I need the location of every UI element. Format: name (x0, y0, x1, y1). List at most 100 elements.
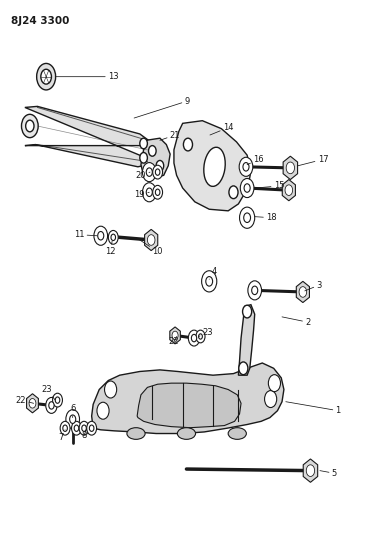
Circle shape (142, 163, 156, 182)
Text: 13: 13 (55, 72, 118, 81)
Text: 8J24 3300: 8J24 3300 (11, 16, 69, 26)
Text: 15: 15 (256, 181, 284, 190)
Text: 12: 12 (105, 241, 116, 256)
Circle shape (98, 231, 104, 240)
Circle shape (142, 183, 156, 202)
Circle shape (26, 120, 34, 132)
Circle shape (146, 188, 152, 197)
Polygon shape (303, 459, 318, 482)
Polygon shape (25, 107, 152, 167)
Circle shape (243, 163, 249, 171)
Circle shape (240, 207, 255, 228)
Circle shape (306, 465, 315, 477)
Circle shape (149, 146, 156, 156)
Circle shape (74, 425, 79, 431)
Circle shape (89, 425, 94, 431)
Polygon shape (296, 281, 309, 303)
Circle shape (265, 391, 277, 408)
Circle shape (172, 331, 178, 340)
Text: 3: 3 (305, 280, 322, 291)
Circle shape (229, 186, 238, 199)
Circle shape (105, 381, 117, 398)
Circle shape (285, 185, 293, 196)
Circle shape (183, 138, 193, 151)
Circle shape (206, 277, 213, 286)
Circle shape (21, 114, 38, 138)
Circle shape (244, 213, 251, 222)
Text: 11: 11 (74, 230, 97, 239)
Text: 14: 14 (210, 123, 233, 135)
Circle shape (153, 165, 163, 179)
Circle shape (239, 157, 253, 176)
Polygon shape (283, 156, 298, 180)
Circle shape (111, 234, 115, 240)
Circle shape (147, 235, 155, 245)
Circle shape (248, 281, 262, 300)
Text: 10: 10 (140, 240, 163, 256)
Text: 4: 4 (209, 268, 217, 279)
Text: 2: 2 (282, 317, 311, 327)
Circle shape (66, 410, 79, 429)
Text: 20: 20 (136, 171, 150, 180)
Text: 7: 7 (58, 430, 65, 442)
Circle shape (196, 330, 205, 343)
Circle shape (140, 138, 147, 149)
Text: 5: 5 (320, 469, 337, 478)
Text: 23: 23 (199, 328, 214, 337)
Polygon shape (27, 394, 39, 413)
Text: 22: 22 (169, 336, 179, 346)
Circle shape (79, 421, 89, 435)
Text: 17: 17 (298, 155, 328, 166)
Circle shape (252, 286, 258, 295)
Circle shape (71, 421, 81, 435)
Circle shape (94, 226, 108, 245)
Polygon shape (145, 229, 158, 251)
Text: 16: 16 (247, 155, 264, 165)
Text: 1: 1 (286, 402, 341, 415)
Circle shape (202, 271, 217, 292)
Polygon shape (92, 363, 284, 433)
Circle shape (63, 425, 67, 431)
Circle shape (299, 287, 307, 297)
Text: 22: 22 (16, 395, 34, 405)
Text: 9: 9 (134, 96, 190, 118)
Circle shape (108, 230, 118, 244)
Circle shape (269, 375, 280, 392)
Circle shape (191, 334, 197, 342)
Circle shape (286, 162, 295, 174)
Text: 18: 18 (255, 213, 277, 222)
Circle shape (41, 69, 52, 84)
Circle shape (155, 169, 160, 175)
Circle shape (87, 421, 97, 435)
Text: 6: 6 (70, 404, 75, 418)
Circle shape (82, 425, 86, 431)
Polygon shape (238, 305, 255, 375)
Circle shape (60, 421, 70, 435)
Circle shape (55, 397, 60, 403)
Circle shape (29, 399, 36, 408)
Circle shape (46, 398, 57, 414)
Circle shape (140, 152, 147, 163)
Circle shape (97, 402, 109, 419)
Circle shape (244, 184, 250, 192)
Text: 8: 8 (81, 429, 87, 440)
Text: 19: 19 (134, 190, 149, 199)
Circle shape (70, 415, 76, 423)
Circle shape (239, 362, 248, 375)
Circle shape (155, 189, 160, 196)
Polygon shape (170, 327, 180, 344)
Ellipse shape (204, 147, 225, 187)
Circle shape (188, 330, 200, 346)
Text: 21: 21 (160, 131, 180, 140)
Circle shape (240, 179, 254, 198)
Polygon shape (282, 180, 295, 201)
Ellipse shape (228, 427, 246, 439)
Circle shape (146, 168, 152, 176)
Circle shape (199, 334, 202, 339)
Polygon shape (137, 383, 241, 427)
Ellipse shape (127, 427, 145, 439)
Circle shape (243, 305, 252, 318)
Circle shape (53, 393, 62, 407)
Circle shape (153, 185, 163, 199)
Ellipse shape (177, 427, 196, 439)
